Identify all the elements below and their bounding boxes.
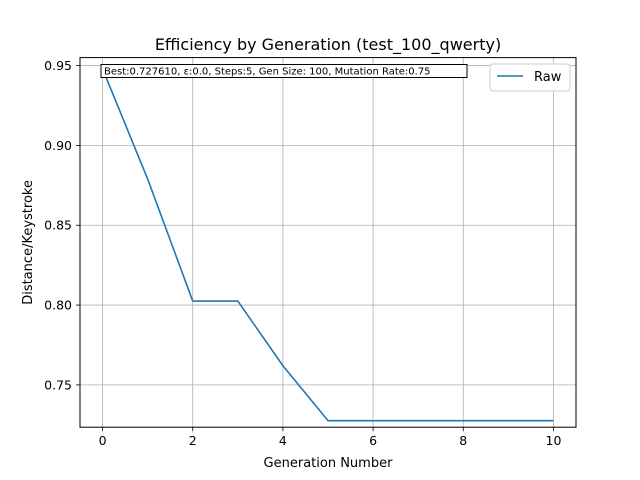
legend-label-raw: Raw bbox=[534, 70, 562, 85]
x-tick-label: 2 bbox=[189, 433, 197, 448]
chart-title: Efficiency by Generation (test_100_qwert… bbox=[155, 35, 501, 55]
y-tick-label: 0.95 bbox=[44, 58, 72, 73]
x-axis-ticks: 0 2 4 6 8 10 bbox=[99, 427, 562, 448]
x-axis-label: Generation Number bbox=[264, 456, 394, 471]
y-axis-ticks: 0.75 0.80 0.85 0.90 0.95 bbox=[44, 58, 80, 392]
legend: Raw bbox=[489, 63, 571, 92]
x-tick-label: 10 bbox=[546, 433, 562, 448]
series-line-raw bbox=[101, 68, 554, 422]
plot-frame bbox=[79, 57, 577, 428]
y-axis-label: Distance/Keystroke bbox=[21, 180, 36, 305]
legend-box bbox=[489, 63, 571, 92]
x-tick-label: 6 bbox=[369, 433, 377, 448]
series-lines bbox=[101, 68, 554, 422]
x-tick-label: 4 bbox=[279, 433, 287, 448]
y-tick-label: 0.85 bbox=[44, 218, 72, 233]
y-tick-label: 0.90 bbox=[44, 138, 72, 153]
x-tick-label: 8 bbox=[459, 433, 467, 448]
annotation-text: Best:0.727610, ε:0.0, Steps:5, Gen Size:… bbox=[104, 67, 431, 78]
annotation-box bbox=[100, 64, 468, 78]
x-tick-label: 0 bbox=[99, 433, 107, 448]
y-tick-label: 0.75 bbox=[44, 377, 72, 392]
grid-lines bbox=[80, 57, 576, 428]
y-tick-label: 0.80 bbox=[44, 298, 72, 313]
